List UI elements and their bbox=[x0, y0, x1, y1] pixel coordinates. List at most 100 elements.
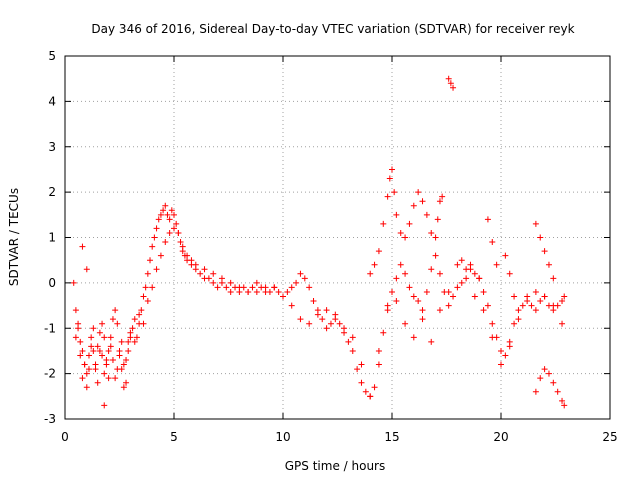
data-point bbox=[524, 293, 531, 300]
data-point bbox=[391, 189, 398, 196]
data-point bbox=[177, 239, 184, 246]
data-point bbox=[314, 311, 321, 318]
data-point bbox=[484, 216, 491, 223]
data-point bbox=[129, 325, 136, 332]
data-point bbox=[498, 361, 504, 368]
data-point bbox=[99, 352, 106, 359]
data-point bbox=[157, 252, 164, 259]
data-point bbox=[386, 175, 393, 182]
data-point bbox=[301, 275, 308, 282]
data-point bbox=[96, 329, 103, 336]
data-point bbox=[419, 316, 426, 323]
data-point bbox=[123, 357, 130, 364]
data-point bbox=[349, 347, 356, 354]
data-point bbox=[541, 248, 548, 255]
data-point bbox=[188, 257, 195, 264]
data-point bbox=[498, 347, 504, 354]
data-point bbox=[153, 266, 160, 273]
data-point bbox=[515, 316, 522, 323]
y-tick-label: 2 bbox=[48, 185, 56, 199]
data-point bbox=[173, 220, 180, 227]
data-point bbox=[445, 302, 452, 309]
data-point bbox=[101, 334, 108, 341]
data-point bbox=[384, 307, 391, 314]
data-point bbox=[349, 334, 356, 341]
data-point bbox=[123, 379, 130, 386]
data-point bbox=[253, 288, 260, 295]
grid bbox=[65, 56, 610, 419]
data-point bbox=[450, 84, 457, 91]
data-point bbox=[471, 270, 478, 277]
data-point bbox=[561, 402, 568, 409]
data-point bbox=[249, 284, 256, 291]
chart-title: Day 346 of 2016, Sidereal Day-to-day VTE… bbox=[91, 22, 574, 36]
data-point bbox=[114, 320, 121, 327]
data-point bbox=[171, 211, 177, 218]
data-point bbox=[109, 357, 116, 364]
data-point bbox=[116, 347, 123, 354]
data-point bbox=[120, 384, 127, 391]
data-point bbox=[410, 293, 417, 300]
y-tick-label: -3 bbox=[44, 412, 56, 426]
data-point bbox=[112, 375, 119, 382]
data-point bbox=[205, 275, 212, 282]
y-tick-label: 5 bbox=[48, 49, 56, 63]
data-point bbox=[266, 288, 273, 295]
data-point bbox=[397, 229, 404, 236]
x-tick-label: 0 bbox=[61, 430, 69, 444]
data-point bbox=[511, 293, 518, 300]
y-tick-label: 3 bbox=[48, 140, 56, 154]
data-point bbox=[192, 261, 199, 268]
data-point bbox=[458, 279, 465, 286]
data-point bbox=[297, 316, 304, 323]
data-point bbox=[432, 234, 439, 241]
data-point bbox=[532, 288, 539, 295]
data-point bbox=[545, 261, 552, 268]
data-point bbox=[550, 379, 557, 386]
data-point bbox=[323, 325, 330, 332]
data-point bbox=[155, 216, 162, 223]
data-point bbox=[75, 320, 82, 327]
data-point bbox=[162, 239, 169, 246]
data-point bbox=[367, 393, 374, 400]
data-point bbox=[140, 320, 147, 327]
data-point bbox=[380, 329, 387, 336]
data-point bbox=[72, 307, 79, 314]
data-point bbox=[164, 211, 171, 218]
data-point bbox=[101, 370, 108, 377]
data-point bbox=[436, 198, 443, 205]
data-point bbox=[118, 366, 125, 373]
data-point bbox=[184, 252, 191, 259]
data-point bbox=[280, 293, 286, 300]
data-point bbox=[489, 334, 496, 341]
data-point bbox=[341, 325, 348, 332]
data-point bbox=[450, 293, 457, 300]
data-point bbox=[467, 266, 474, 273]
data-point bbox=[559, 397, 566, 404]
data-point bbox=[262, 284, 269, 291]
data-point bbox=[310, 298, 317, 305]
data-point bbox=[493, 261, 500, 268]
y-tick-label: 1 bbox=[48, 231, 56, 245]
data-point bbox=[92, 361, 99, 368]
data-point bbox=[345, 338, 352, 345]
y-axis-ticks: -3 -2 -1 0 1 2 3 4 5 bbox=[44, 49, 610, 426]
data-point bbox=[445, 75, 452, 82]
data-point bbox=[85, 352, 92, 359]
data-point bbox=[397, 261, 404, 268]
data-point bbox=[550, 302, 557, 309]
data-point bbox=[112, 307, 119, 314]
data-point bbox=[375, 361, 382, 368]
data-point bbox=[519, 302, 526, 309]
data-point bbox=[415, 298, 422, 305]
data-point bbox=[138, 307, 145, 314]
data-point bbox=[197, 270, 204, 277]
data-point bbox=[436, 270, 443, 277]
data-point bbox=[537, 375, 544, 382]
data-point bbox=[402, 234, 409, 241]
data-point bbox=[218, 275, 225, 282]
y-axis-label: SDTVAR / TECUs bbox=[7, 188, 21, 286]
data-point bbox=[166, 216, 173, 223]
data-point bbox=[528, 302, 535, 309]
data-point bbox=[471, 293, 478, 300]
